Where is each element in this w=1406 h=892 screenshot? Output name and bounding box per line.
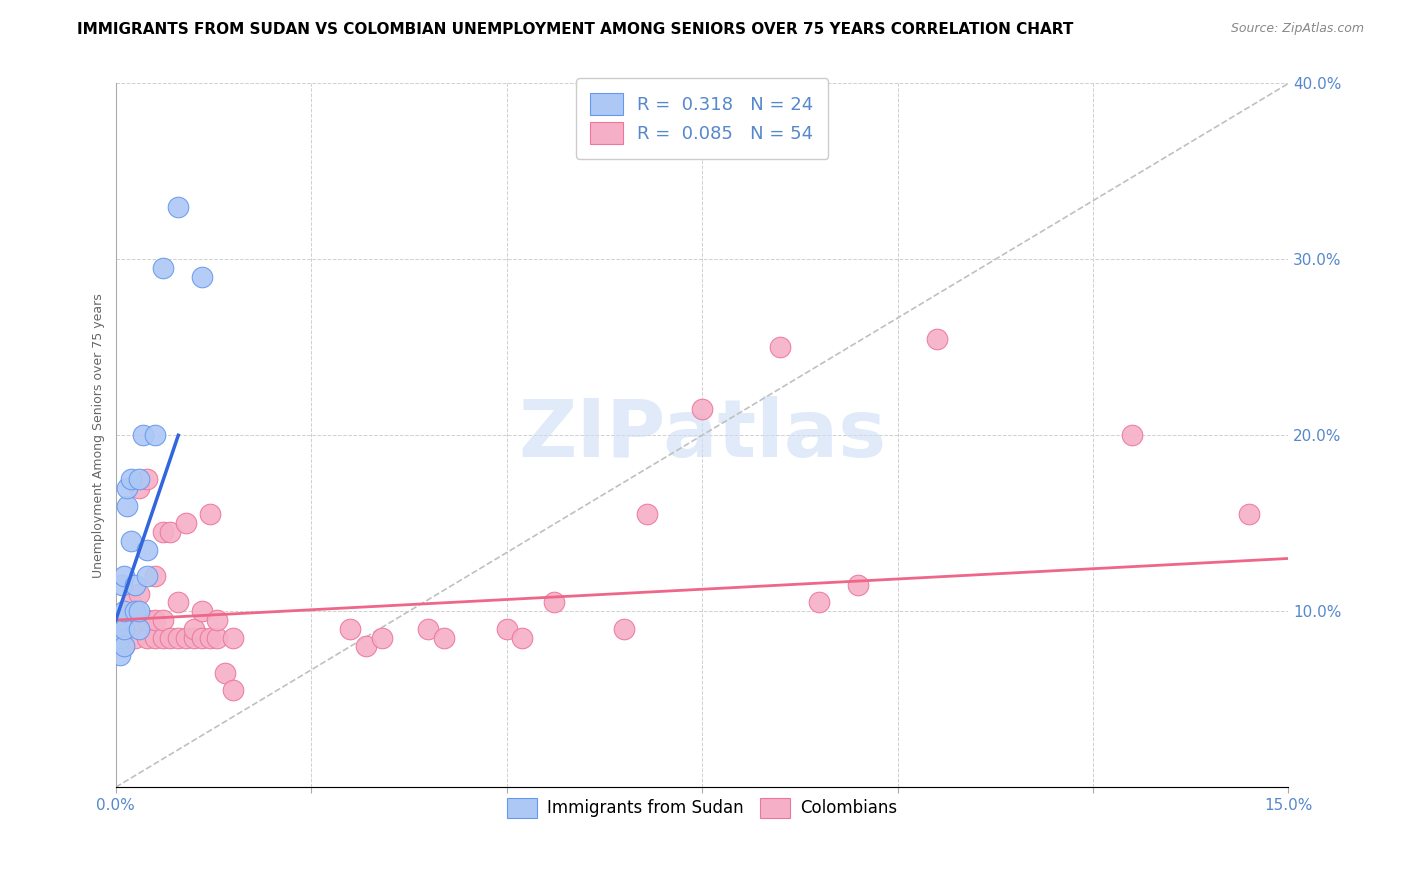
Point xyxy=(495,622,517,636)
Point xyxy=(143,631,166,645)
Point xyxy=(128,481,150,495)
Legend: Immigrants from Sudan, Colombians: Immigrants from Sudan, Colombians xyxy=(501,791,904,824)
Point xyxy=(418,622,440,636)
Point xyxy=(128,587,150,601)
Point xyxy=(132,428,155,442)
Point xyxy=(174,516,197,531)
Y-axis label: Unemployment Among Seniors over 75 years: Unemployment Among Seniors over 75 years xyxy=(93,293,105,578)
Point xyxy=(222,683,245,698)
Point xyxy=(613,622,636,636)
Point xyxy=(925,332,948,346)
Point xyxy=(690,401,713,416)
Point xyxy=(136,542,159,557)
Point xyxy=(136,472,159,486)
Point xyxy=(120,533,142,548)
Text: Source: ZipAtlas.com: Source: ZipAtlas.com xyxy=(1230,22,1364,36)
Point xyxy=(190,631,212,645)
Point xyxy=(108,648,131,663)
Point xyxy=(128,622,150,636)
Point xyxy=(108,622,131,636)
Text: ZIPatlas: ZIPatlas xyxy=(517,396,886,475)
Point xyxy=(108,631,131,645)
Point xyxy=(152,261,174,276)
Point xyxy=(183,631,205,645)
Point xyxy=(543,595,565,609)
Point xyxy=(112,640,135,654)
Point xyxy=(136,613,159,627)
Point xyxy=(370,631,392,645)
Point xyxy=(112,569,135,583)
Point xyxy=(128,604,150,618)
Point xyxy=(190,269,212,284)
Point xyxy=(120,472,142,486)
Point xyxy=(124,604,146,618)
Point xyxy=(167,595,190,609)
Point xyxy=(112,613,135,627)
Point xyxy=(207,613,229,627)
Point xyxy=(143,428,166,442)
Point xyxy=(143,569,166,583)
Point xyxy=(198,631,221,645)
Point xyxy=(433,631,456,645)
Point xyxy=(510,631,533,645)
Point xyxy=(636,508,658,522)
Point xyxy=(124,578,146,592)
Point xyxy=(198,508,221,522)
Point xyxy=(159,524,181,539)
Point xyxy=(111,578,134,592)
Point xyxy=(112,604,135,618)
Point xyxy=(136,631,159,645)
Point xyxy=(108,613,131,627)
Point xyxy=(124,604,146,618)
Point xyxy=(159,631,181,645)
Point xyxy=(112,640,135,654)
Point xyxy=(124,631,146,645)
Point xyxy=(117,481,139,495)
Point xyxy=(152,613,174,627)
Point xyxy=(354,640,377,654)
Point xyxy=(214,665,236,680)
Point xyxy=(117,622,139,636)
Point xyxy=(136,569,159,583)
Point xyxy=(128,613,150,627)
Point xyxy=(112,622,135,636)
Point xyxy=(152,631,174,645)
Point xyxy=(167,631,190,645)
Point xyxy=(769,340,792,354)
Point xyxy=(167,200,190,214)
Point xyxy=(120,613,142,627)
Point xyxy=(339,622,361,636)
Point xyxy=(128,472,150,486)
Point xyxy=(222,631,245,645)
Point xyxy=(1239,508,1261,522)
Point xyxy=(848,578,870,592)
Point xyxy=(207,631,229,645)
Point xyxy=(120,595,142,609)
Point xyxy=(143,613,166,627)
Point xyxy=(152,524,174,539)
Text: IMMIGRANTS FROM SUDAN VS COLOMBIAN UNEMPLOYMENT AMONG SENIORS OVER 75 YEARS CORR: IMMIGRANTS FROM SUDAN VS COLOMBIAN UNEMP… xyxy=(77,22,1074,37)
Point xyxy=(190,604,212,618)
Point xyxy=(183,622,205,636)
Point xyxy=(117,499,139,513)
Point xyxy=(808,595,831,609)
Point xyxy=(174,631,197,645)
Point xyxy=(1121,428,1143,442)
